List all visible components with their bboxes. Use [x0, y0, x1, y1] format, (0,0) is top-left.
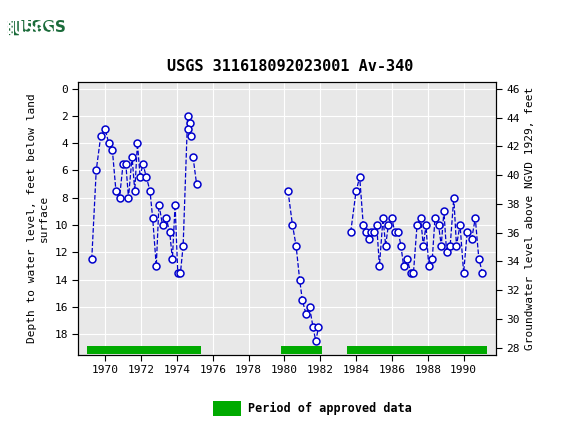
Text: USGS: USGS	[20, 21, 67, 35]
Bar	[347, 346, 487, 354]
Y-axis label: Depth to water level, feet below land
surface: Depth to water level, feet below land su…	[27, 93, 49, 343]
FancyBboxPatch shape	[3, 4, 84, 52]
Text: █: █	[7, 21, 17, 35]
Text: Period of approved data: Period of approved data	[248, 402, 412, 415]
Y-axis label: Groundwater level above NGVD 1929, feet: Groundwater level above NGVD 1929, feet	[525, 86, 535, 350]
Text: ▓USGS: ▓USGS	[4, 18, 54, 38]
Bar	[281, 346, 322, 354]
Bar	[213, 401, 241, 416]
Text: USGS 311618092023001 Av-340: USGS 311618092023001 Av-340	[167, 59, 413, 74]
Bar	[87, 346, 201, 354]
